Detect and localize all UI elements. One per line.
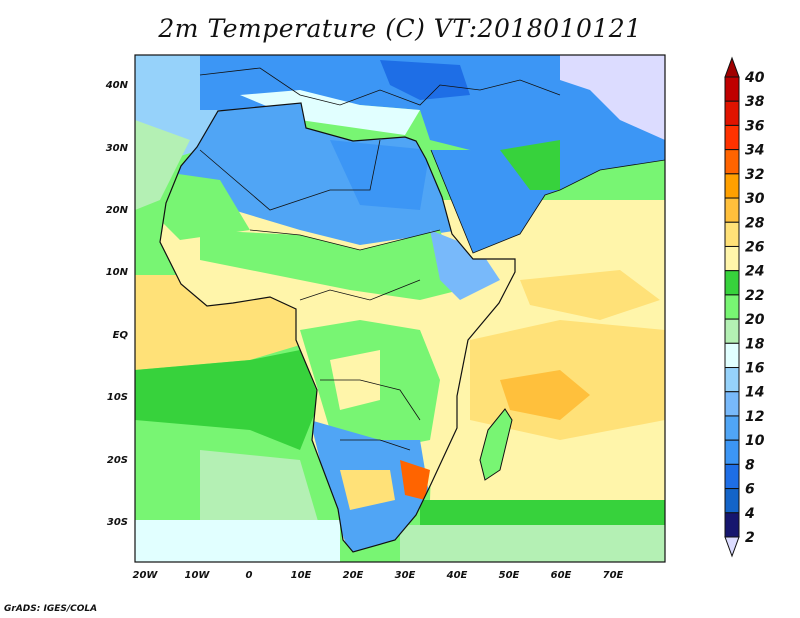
colorbar-segment bbox=[724, 76, 740, 102]
colorbar-label: 20 bbox=[745, 312, 765, 328]
chart-title: 2m Temperature (C) VT:2018010121 bbox=[158, 14, 642, 43]
colorbar-segment bbox=[724, 415, 740, 441]
colorbar-segment bbox=[724, 197, 740, 223]
lon-label: 50E bbox=[499, 570, 520, 581]
colorbar-segment bbox=[724, 512, 740, 538]
lon-label: 30E bbox=[395, 570, 416, 581]
colorbar-segment bbox=[724, 488, 740, 514]
lat-label: EQ bbox=[113, 330, 129, 341]
lon-label: 20W bbox=[133, 570, 159, 581]
colorbar-segment bbox=[724, 100, 740, 126]
colorbar-label: 4 bbox=[744, 506, 755, 522]
colorbar-segment bbox=[724, 124, 740, 151]
colorbar-label: 18 bbox=[745, 336, 765, 352]
lat-label: 30N bbox=[106, 143, 129, 154]
colorbar-segment bbox=[724, 149, 740, 175]
colorbar-max-triangle bbox=[724, 56, 740, 78]
colorbar-label: 34 bbox=[745, 143, 764, 159]
colorbar-label: 26 bbox=[745, 239, 765, 255]
lat-label: 10N bbox=[106, 267, 129, 278]
colorbar-label: 12 bbox=[745, 409, 764, 425]
colorbar-min-triangle bbox=[724, 536, 740, 558]
colorbar-label: 30 bbox=[745, 191, 765, 207]
lon-label: 60E bbox=[551, 570, 572, 581]
grads-credit: GrADS: IGES/COLA bbox=[4, 604, 98, 614]
lat-label: 10S bbox=[107, 392, 128, 403]
colorbar-segment bbox=[724, 245, 740, 272]
colorbar-segment bbox=[724, 221, 740, 247]
colorbar-label: 16 bbox=[745, 361, 765, 377]
colorbar-label: 40 bbox=[744, 70, 765, 86]
colorbar-label: 28 bbox=[745, 215, 765, 231]
colorbar-segment bbox=[724, 173, 740, 199]
colorbar-label: 6 bbox=[745, 482, 755, 498]
colorbar-segment bbox=[724, 270, 740, 296]
longitude-axis: 20W 10W 0 10E 20E 30E 40E 50E 60E 70E bbox=[133, 570, 624, 581]
colorbar-segment bbox=[724, 318, 740, 344]
colorbar-label: 8 bbox=[745, 457, 755, 473]
colorbar-segment bbox=[724, 367, 740, 393]
colorbar-label: 32 bbox=[745, 167, 764, 183]
colorbar-segment bbox=[724, 294, 740, 320]
temperature-field bbox=[135, 55, 665, 562]
lon-label: 10E bbox=[291, 570, 312, 581]
lon-label: 10W bbox=[185, 570, 211, 581]
lon-label: 0 bbox=[246, 570, 253, 581]
lat-label: 20S bbox=[107, 455, 128, 466]
colorbar-label: 38 bbox=[745, 94, 765, 110]
colorbar-segment bbox=[724, 439, 740, 465]
lat-label: 40N bbox=[105, 80, 129, 91]
lat-label: 20N bbox=[106, 205, 129, 216]
map-frame bbox=[134, 54, 666, 563]
colorbar-segment bbox=[724, 342, 740, 369]
latitude-axis: 40N 30N 20N 10N EQ 10S 20S 30S bbox=[105, 80, 129, 528]
colorbar: 40 38 36 34 32 30 28 26 24 22 20 18 16 14 12 10 8 6 4 2 bbox=[724, 56, 765, 558]
colorbar-label: 36 bbox=[745, 118, 765, 134]
colorbar-label: 10 bbox=[745, 433, 765, 449]
colorbar-segment bbox=[724, 391, 740, 417]
lon-label: 20E bbox=[343, 570, 364, 581]
colorbar-label: 14 bbox=[745, 385, 764, 401]
lon-label: 70E bbox=[603, 570, 624, 581]
lat-label: 30S bbox=[107, 517, 128, 528]
colorbar-label: 24 bbox=[745, 264, 764, 280]
lon-label: 40E bbox=[446, 570, 468, 581]
colorbar-label: 2 bbox=[745, 530, 755, 546]
colorbar-label: 22 bbox=[745, 288, 764, 304]
colorbar-segment bbox=[724, 463, 740, 490]
